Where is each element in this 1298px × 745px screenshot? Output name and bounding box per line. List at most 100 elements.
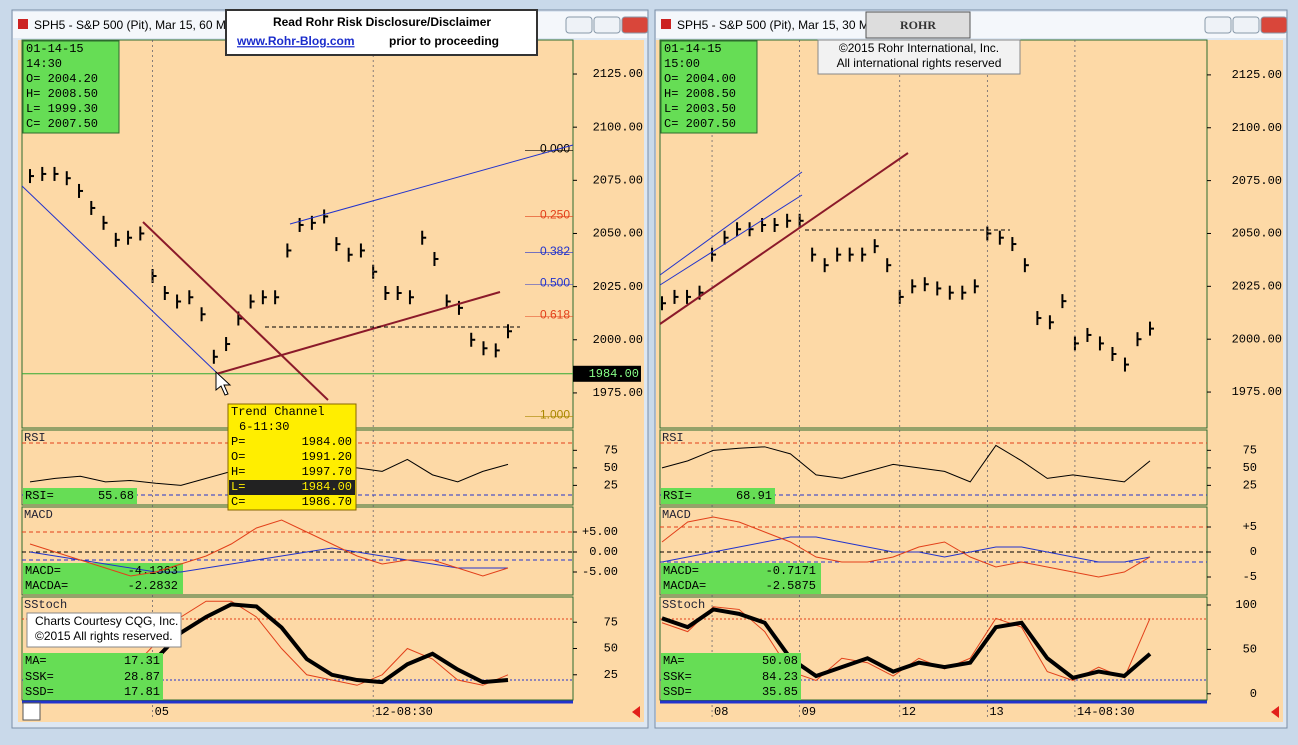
window-title: SPH5 - S&P 500 (Pit), Mar 15, 30 Min (677, 18, 878, 32)
y-tick-label: 2100.00 (593, 120, 643, 134)
readout-label: MACDA= (25, 579, 68, 593)
fib-label: 0.500 (540, 276, 570, 290)
info-line: 15:00 (664, 57, 700, 71)
info-line: H= 2008.50 (664, 87, 736, 101)
info-line: H= 2008.50 (26, 87, 98, 101)
copyright-line: All international rights reserved (837, 56, 1002, 70)
trend-line (215, 291, 501, 375)
trend-channel-title: Trend Channel (231, 405, 325, 419)
row-value: 1984.00 (302, 480, 352, 494)
scroll-arrow[interactable] (632, 706, 640, 718)
y-tick-label: -5.00 (582, 565, 618, 579)
row-value: 1984.00 (302, 435, 352, 449)
x-tick-label: 13 (989, 705, 1003, 719)
copyright-box (817, 39, 1021, 75)
readout-value: 68.91 (736, 489, 772, 503)
row-label: L= (231, 480, 245, 494)
readout-value: -4.1363 (128, 564, 178, 578)
y-tick-label: +5 (1243, 520, 1257, 534)
info-line: O= 2004.00 (664, 72, 736, 86)
readout-label: SSK= (663, 670, 692, 684)
readout-box (661, 488, 775, 504)
close-button[interactable] (621, 16, 649, 34)
trend-line (659, 194, 803, 286)
panel-border (659, 596, 1208, 701)
indicator-line (29, 547, 508, 573)
chart-area (656, 40, 1283, 722)
scroll-arrow[interactable] (1271, 706, 1279, 718)
trend-line (142, 221, 329, 401)
x-tick-label: 14-08:30 (1077, 705, 1135, 719)
panel-label: RSI (662, 431, 684, 445)
readout-value: 35.85 (762, 685, 798, 699)
y-tick-label: -5 (1243, 570, 1257, 584)
x-tick-label: 08 (714, 705, 728, 719)
readout-label: SSD= (663, 685, 692, 699)
readout-value: 17.31 (124, 654, 160, 668)
y-tick-label: 2025.00 (593, 280, 643, 294)
readout-value: 28.87 (124, 670, 160, 684)
panel-border (659, 506, 1208, 596)
panel-label: MACD (24, 508, 53, 522)
disclaimer-link[interactable]: www.Rohr-Blog.com (236, 34, 355, 48)
indicator-line (29, 519, 509, 577)
y-tick-label: 1975.00 (1232, 385, 1282, 399)
readout-label: MA= (25, 654, 47, 668)
y-tick-label: +5.00 (582, 525, 618, 539)
y-tick-label: 75 (604, 443, 618, 457)
y-tick-label: 0 (1250, 687, 1257, 701)
logo-box (865, 11, 971, 39)
indicator-line (661, 444, 1151, 483)
chart-area (18, 40, 644, 722)
y-tick-label: 25 (604, 479, 618, 493)
y-tick-label: 2025.00 (1232, 280, 1282, 294)
fib-label: 0.250 (540, 208, 570, 222)
trend-line (659, 171, 803, 276)
maximize-button[interactable] (593, 16, 621, 34)
title-bar (656, 12, 1286, 38)
minimize-button[interactable] (1204, 16, 1232, 34)
credit-line: Charts Courtesy CQG, Inc. (35, 614, 178, 628)
copyright-line: ©2015 Rohr International, Inc. (839, 41, 999, 55)
y-tick-label: 25 (1243, 479, 1257, 493)
close-button[interactable] (1260, 16, 1288, 34)
credit-line: ©2015 All rights reserved. (35, 629, 173, 643)
window-icon (661, 19, 671, 29)
y-tick-label: 1975.00 (593, 386, 643, 400)
readout-label: MACDA= (663, 579, 706, 593)
minimize-button[interactable] (565, 16, 593, 34)
readout-box (23, 653, 163, 700)
y-tick-label: 2050.00 (1232, 227, 1282, 241)
y-tick-label: 2075.00 (1232, 174, 1282, 188)
readout-label: MACD= (663, 564, 699, 578)
maximize-button[interactable] (1232, 16, 1260, 34)
corner-box (22, 702, 41, 721)
cursor (215, 370, 232, 396)
fib-label: 0.000 (540, 142, 570, 156)
panel-label: RSI (24, 431, 46, 445)
readout-box (23, 563, 183, 594)
readout-value: 17.81 (124, 685, 160, 699)
trend-line (659, 152, 909, 325)
row-value: 1997.70 (302, 465, 352, 479)
info-line: C= 2007.50 (664, 117, 736, 131)
panel-label: MACD (662, 508, 691, 522)
readout-label: RSI= (25, 489, 54, 503)
last-price-label: 1984.00 (589, 367, 639, 381)
y-tick-label: 2050.00 (593, 227, 643, 241)
info-box (22, 40, 120, 134)
info-line: C= 2007.50 (26, 117, 98, 131)
readout-value: 50.08 (762, 654, 798, 668)
readout-value: 84.23 (762, 670, 798, 684)
readout-label: SSK= (25, 670, 54, 684)
y-tick-label: 2000.00 (593, 333, 643, 347)
info-line: L= 2003.50 (664, 102, 736, 116)
indicator-line (661, 607, 1152, 680)
y-tick-label: 75 (604, 615, 618, 629)
y-tick-label: 25 (604, 668, 618, 682)
readout-label: RSI= (663, 489, 692, 503)
readout-box (661, 563, 821, 594)
readout-value: -2.5875 (766, 579, 816, 593)
trend-line (21, 185, 217, 373)
